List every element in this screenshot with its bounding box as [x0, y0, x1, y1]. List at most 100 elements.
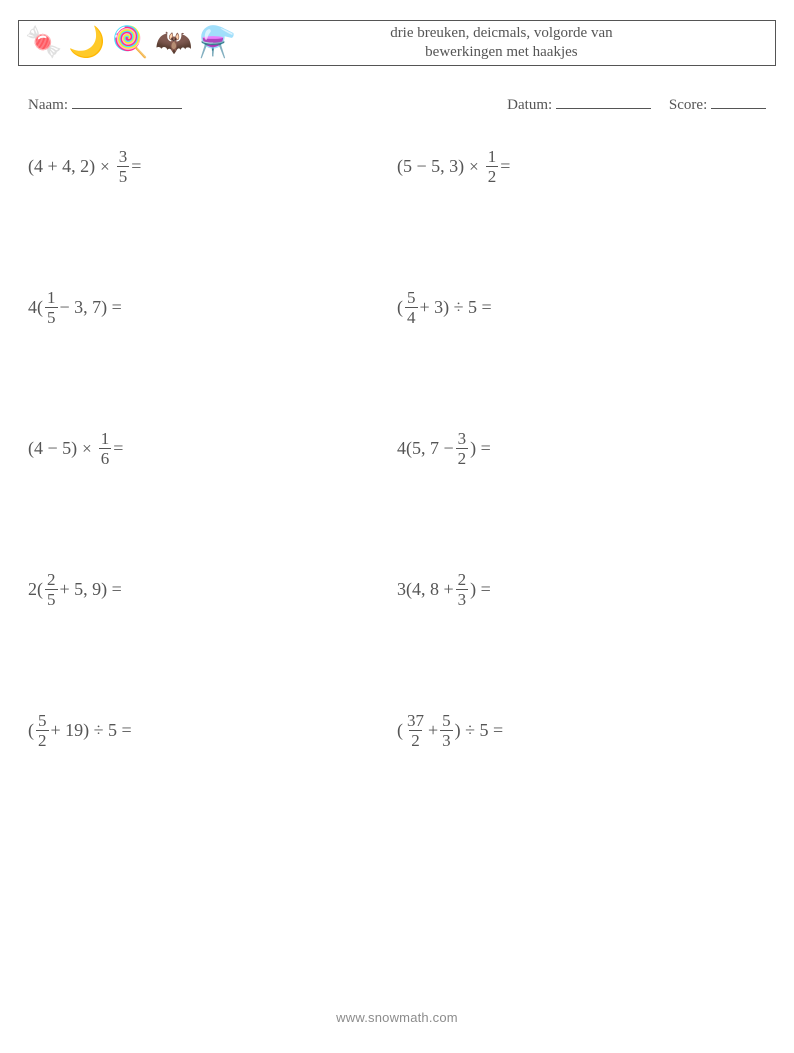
expression: (4 − 5) × 1 6 =	[28, 430, 123, 467]
problem-cell: 2( 2 5 + 5, 9) =	[28, 571, 397, 608]
expr-text: 2(	[28, 579, 43, 600]
score-blank	[711, 94, 766, 109]
denominator: 4	[405, 307, 418, 326]
expr-text: (	[397, 720, 403, 741]
denominator: 2	[36, 730, 49, 749]
expr-text: − 3, 7) =	[60, 297, 122, 318]
date-label: Datum:	[507, 97, 552, 113]
candy-icon: 🍬	[25, 28, 62, 58]
numerator: 1	[99, 430, 112, 448]
expression: 4(5, 7 − 3 2 ) =	[397, 430, 491, 467]
fraction: 5 4	[405, 289, 418, 326]
denominator: 2	[486, 166, 499, 185]
meta-date: Datum:	[507, 94, 651, 114]
expr-text: (	[28, 720, 34, 741]
expression: 2( 2 5 + 5, 9) =	[28, 571, 122, 608]
problems-grid: (4 + 4, 2) × 3 5 = (5 − 5, 3) × 1 2	[18, 148, 776, 749]
fraction: 2 3	[456, 571, 469, 608]
expr-text: 4(	[28, 297, 43, 318]
expr-text: (	[397, 297, 403, 318]
fraction: 5 2	[36, 712, 49, 749]
expr-text: =	[113, 438, 123, 459]
header-icons: 🍬 🌙 🍭 🦇 ⚗️	[19, 28, 236, 58]
problem-cell: ( 5 4 + 3) ÷ 5 =	[397, 289, 766, 326]
cauldron-icon: ⚗️	[198, 28, 235, 58]
problem-cell: (4 + 4, 2) × 3 5 =	[28, 148, 397, 185]
denominator: 2	[409, 730, 422, 749]
times-operator: ×	[469, 157, 479, 177]
meta-row: Naam: Datum: Score:	[18, 94, 776, 114]
fraction: 1 5	[45, 289, 58, 326]
expr-text: (4 + 4, 2)	[28, 156, 95, 177]
fraction: 2 5	[45, 571, 58, 608]
denominator: 6	[99, 448, 112, 467]
fraction: 1 6	[99, 430, 112, 467]
fraction: 3 2	[456, 430, 469, 467]
meta-right: Datum: Score:	[507, 94, 766, 114]
expression: (4 + 4, 2) × 3 5 =	[28, 148, 141, 185]
problem-row: (4 − 5) × 1 6 = 4(5, 7 − 3 2 ) =	[28, 430, 766, 467]
title-line-2: bewerkingen met haakjes	[425, 44, 577, 60]
meta-score: Score:	[669, 94, 766, 114]
numerator: 37	[405, 712, 426, 730]
expr-text: 3(4, 8 +	[397, 579, 454, 600]
problem-cell: (5 − 5, 3) × 1 2 =	[397, 148, 766, 185]
denominator: 3	[456, 589, 469, 608]
lollipop-icon: 🍭	[112, 28, 149, 58]
numerator: 2	[45, 571, 58, 589]
expr-text: =	[131, 156, 141, 177]
date-blank	[556, 94, 651, 109]
problem-row: (4 + 4, 2) × 3 5 = (5 − 5, 3) × 1 2	[28, 148, 766, 185]
times-operator: ×	[100, 157, 110, 177]
expr-text: + 3) ÷ 5 =	[420, 297, 492, 318]
numerator: 3	[117, 148, 130, 166]
problem-row: ( 5 2 + 19) ÷ 5 = ( 37 2 +	[28, 712, 766, 749]
numerator: 3	[456, 430, 469, 448]
problem-cell: (4 − 5) × 1 6 =	[28, 430, 397, 467]
expr-text: ) =	[470, 579, 491, 600]
expression: ( 5 4 + 3) ÷ 5 =	[397, 289, 492, 326]
problem-row: 4( 1 5 − 3, 7) = ( 5 4 + 3) ÷ 5 =	[28, 289, 766, 326]
problem-cell: 4( 1 5 − 3, 7) =	[28, 289, 397, 326]
expr-text: + 19) ÷ 5 =	[51, 720, 132, 741]
expr-text: =	[500, 156, 510, 177]
fraction: 1 2	[486, 148, 499, 185]
expr-text: (5 − 5, 3)	[397, 156, 464, 177]
denominator: 5	[117, 166, 130, 185]
problem-cell: ( 37 2 + 5 3 ) ÷ 5 =	[397, 712, 766, 749]
expression: ( 37 2 + 5 3 ) ÷ 5 =	[397, 712, 503, 749]
name-label: Naam:	[28, 97, 68, 113]
moon-icon: 🌙	[68, 28, 105, 58]
times-operator: ×	[82, 439, 92, 459]
expr-text: +	[428, 720, 438, 741]
expr-text: ) =	[470, 438, 491, 459]
problem-row: 2( 2 5 + 5, 9) = 3(4, 8 + 2 3 ) =	[28, 571, 766, 608]
header-box: 🍬 🌙 🍭 🦇 ⚗️ drie breuken, deicmals, volgo…	[18, 20, 776, 66]
expression: ( 5 2 + 19) ÷ 5 =	[28, 712, 132, 749]
numerator: 1	[45, 289, 58, 307]
numerator: 5	[405, 289, 418, 307]
footer-url: www.snowmath.com	[0, 1010, 794, 1025]
bat-icon: 🦇	[155, 28, 192, 58]
meta-name: Naam:	[28, 94, 507, 114]
problem-cell: 4(5, 7 − 3 2 ) =	[397, 430, 766, 467]
denominator: 5	[45, 589, 58, 608]
problem-cell: 3(4, 8 + 2 3 ) =	[397, 571, 766, 608]
numerator: 5	[36, 712, 49, 730]
title-line-1: drie breuken, deicmals, volgorde van	[390, 25, 612, 41]
worksheet-page: 🍬 🌙 🍭 🦇 ⚗️ drie breuken, deicmals, volgo…	[0, 0, 794, 1053]
expression: 4( 1 5 − 3, 7) =	[28, 289, 122, 326]
denominator: 3	[440, 730, 453, 749]
expr-text: ) ÷ 5 =	[455, 720, 504, 741]
expr-text: 4(5, 7 −	[397, 438, 454, 459]
name-blank	[72, 94, 182, 109]
expression: 3(4, 8 + 2 3 ) =	[397, 571, 491, 608]
denominator: 5	[45, 307, 58, 326]
score-label: Score:	[669, 97, 707, 113]
fraction: 3 5	[117, 148, 130, 185]
numerator: 2	[456, 571, 469, 589]
numerator: 5	[440, 712, 453, 730]
fraction: 37 2	[405, 712, 426, 749]
expr-text: (4 − 5)	[28, 438, 77, 459]
expression: (5 − 5, 3) × 1 2 =	[397, 148, 510, 185]
